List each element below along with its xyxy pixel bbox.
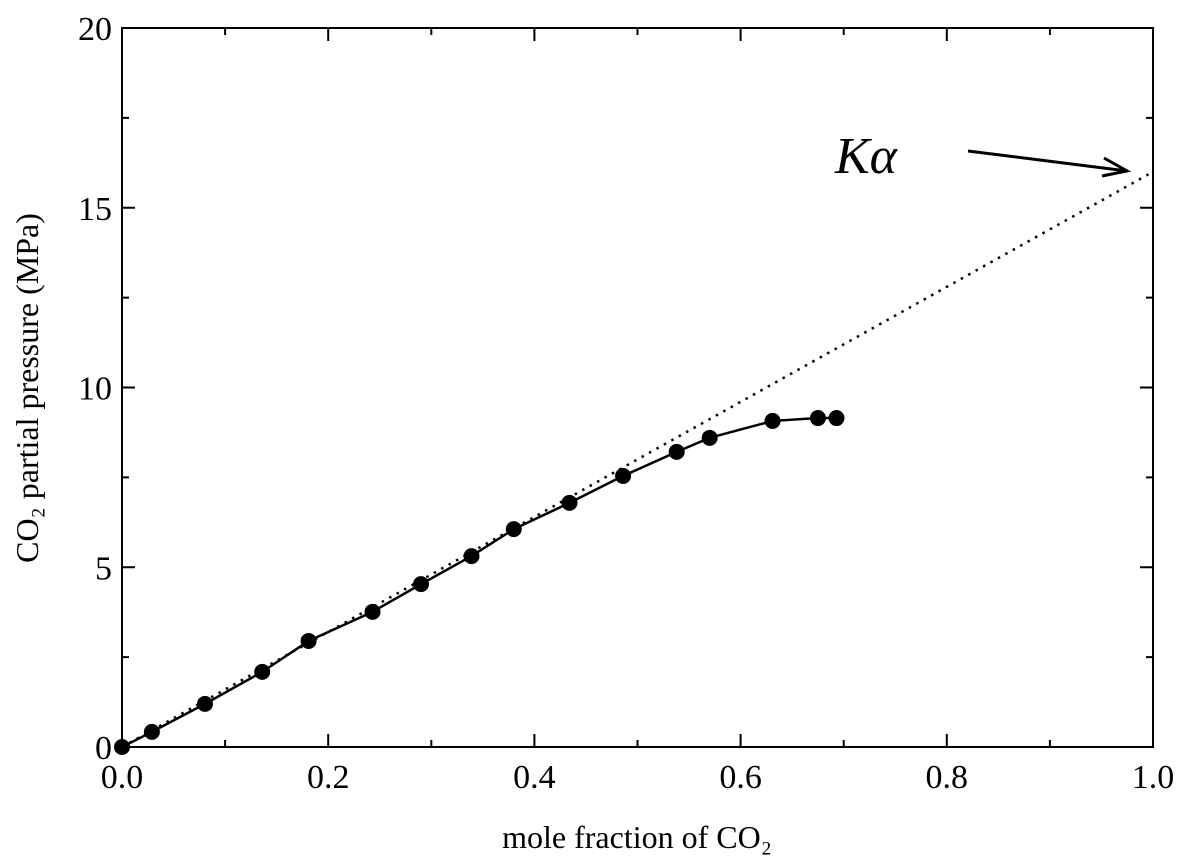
x-tick-label: 0.0: [101, 759, 144, 796]
annotation: Kα: [834, 128, 899, 185]
data-point: [196, 695, 213, 712]
data-point: [828, 410, 845, 427]
data-point: [764, 412, 781, 429]
x-axis-label: mole fraction of CO₂: [502, 819, 772, 855]
data-point: [412, 576, 429, 593]
series-line: [121, 170, 1154, 749]
data-point: [505, 521, 522, 538]
x-tick-label: 0.2: [307, 759, 350, 796]
series-line: [121, 416, 837, 749]
y-tick-label: 0: [95, 730, 112, 767]
x-tick-label: 1.0: [1132, 759, 1175, 796]
data-point: [300, 632, 317, 649]
data-point: [143, 723, 160, 740]
data-point: [615, 467, 632, 484]
data-point: [561, 494, 578, 511]
data-point: [668, 443, 685, 460]
x-tick-label: 0.4: [513, 759, 556, 796]
data-point: [364, 603, 381, 620]
data-point: [809, 410, 826, 427]
y-tick-label: 5: [95, 550, 112, 587]
y-tick-label: 20: [78, 11, 112, 48]
annotation-arrow: [967, 149, 1132, 178]
data-point: [254, 663, 271, 680]
y-tick-label: 10: [78, 371, 112, 408]
x-tick-label: 0.6: [719, 759, 762, 796]
plot-frame: [121, 27, 1154, 748]
data-point: [463, 548, 480, 565]
x-tick-label: 0.8: [926, 759, 969, 796]
y-axis-label: CO₂ partial pressure (MPa): [9, 213, 45, 563]
data-point: [701, 429, 718, 446]
y-tick-label: 15: [78, 191, 112, 228]
